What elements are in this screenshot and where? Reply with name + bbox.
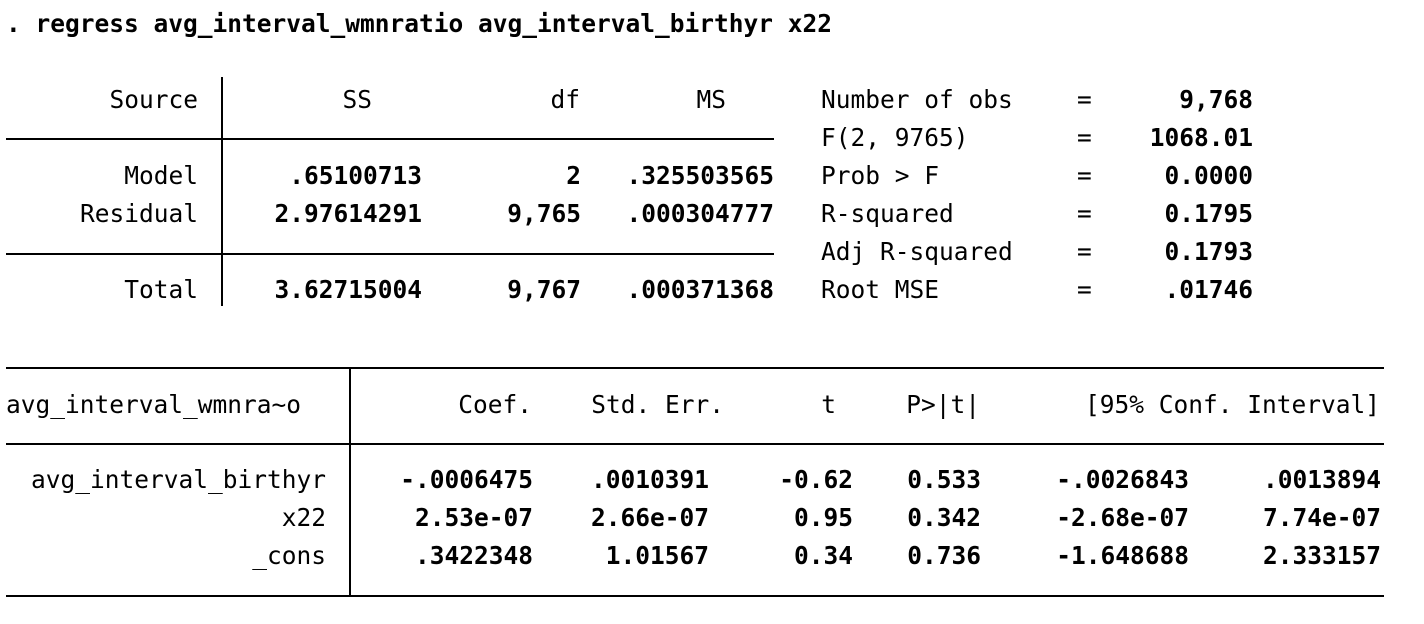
- coef-header-rule: [6, 443, 1384, 445]
- var-label: avg_interval_birthyr: [30, 465, 326, 494]
- df-value: 9,765: [507, 199, 581, 228]
- command-line: . regress avg_interval_wmnratio avg_inte…: [6, 9, 833, 38]
- anova-header-rule: [6, 138, 774, 140]
- ms-value: .325503565: [626, 161, 774, 190]
- stat-label: F(2, 9765): [821, 123, 969, 152]
- coef-top-rule: [6, 367, 1384, 369]
- source-label: Total: [124, 275, 198, 304]
- stat-equals: =: [1077, 275, 1092, 304]
- ci-high-value: 7.74e-07: [1262, 503, 1381, 532]
- df-value: 2: [566, 161, 581, 190]
- ci-low-value: -2.68e-07: [1056, 503, 1189, 532]
- se-value: 1.01567: [605, 541, 709, 570]
- ci-low-value: -1.648688: [1056, 541, 1189, 570]
- df-header: df: [550, 85, 580, 114]
- var-label: x22: [281, 503, 326, 532]
- stat-label: R-squared: [821, 199, 954, 228]
- stat-equals: =: [1077, 161, 1092, 190]
- stat-equals: =: [1077, 85, 1092, 114]
- stat-value: 9,768: [1179, 85, 1253, 114]
- ss-value: .65100713: [289, 161, 422, 190]
- coef-vertical-rule: [349, 367, 351, 596]
- stat-equals: =: [1077, 199, 1092, 228]
- stat-value: .01746: [1164, 275, 1253, 304]
- coef-value: -.0006475: [400, 465, 533, 494]
- stat-value: 0.1793: [1164, 237, 1253, 266]
- source-label: Model: [124, 161, 198, 190]
- se-value: .0010391: [590, 465, 709, 494]
- ci-header: [95% Conf. Interval]: [1084, 390, 1380, 419]
- p-header: P>|t|: [906, 390, 980, 419]
- df-value: 9,767: [507, 275, 581, 304]
- ss-value: 3.62715004: [274, 275, 422, 304]
- stat-value: 0.1795: [1164, 199, 1253, 228]
- ss-header: SS: [342, 85, 372, 114]
- depvar-header: avg_interval_wmnra~o: [6, 390, 302, 419]
- anova-vertical-rule: [221, 77, 223, 306]
- ms-value: .000371368: [626, 275, 774, 304]
- stat-equals: =: [1077, 123, 1092, 152]
- ms-header: MS: [696, 85, 726, 114]
- ci-high-value: 2.333157: [1262, 541, 1381, 570]
- stat-label: Number of obs: [821, 85, 1013, 114]
- anova-total-rule: [6, 253, 774, 255]
- stat-label: Prob > F: [821, 161, 940, 190]
- ms-value: .000304777: [626, 199, 774, 228]
- t-header: t: [821, 390, 836, 419]
- p-value: 0.533: [907, 465, 981, 494]
- se-value: 2.66e-07: [590, 503, 709, 532]
- coef-value: 2.53e-07: [414, 503, 533, 532]
- t-value: 0.34: [793, 541, 853, 570]
- p-value: 0.736: [907, 541, 981, 570]
- source-label: Residual: [79, 199, 198, 228]
- coef-header: Coef.: [458, 390, 532, 419]
- stat-label: Adj R-squared: [821, 237, 1013, 266]
- ci-high-value: .0013894: [1262, 465, 1381, 494]
- var-label: _cons: [252, 541, 326, 570]
- ci-low-value: -.0026843: [1056, 465, 1189, 494]
- coef-value: .3422348: [414, 541, 533, 570]
- ss-value: 2.97614291: [274, 199, 422, 228]
- source-header: Source: [109, 85, 198, 114]
- t-value: -0.62: [779, 465, 853, 494]
- se-header: Std. Err.: [591, 390, 724, 419]
- coef-bottom-rule: [6, 595, 1384, 597]
- stat-label: Root MSE: [821, 275, 940, 304]
- stat-value: 1068.01: [1149, 123, 1253, 152]
- stat-equals: =: [1077, 237, 1092, 266]
- t-value: 0.95: [793, 503, 853, 532]
- stat-value: 0.0000: [1164, 161, 1253, 190]
- p-value: 0.342: [907, 503, 981, 532]
